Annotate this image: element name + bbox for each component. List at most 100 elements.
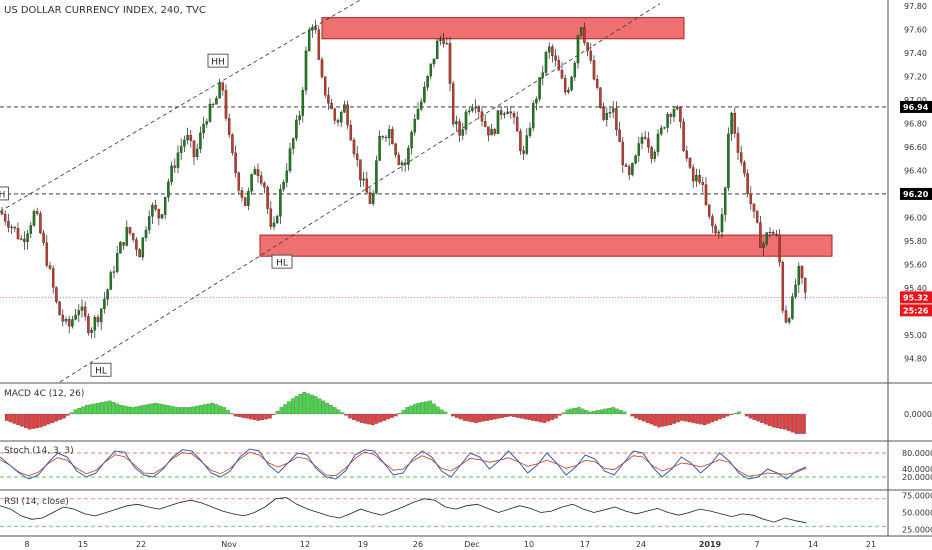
macd-bar-positive <box>115 403 120 415</box>
candle-bearish <box>3 213 7 222</box>
price-tick-label: 96.80 <box>904 119 927 128</box>
macd-bar-positive <box>203 404 207 415</box>
macd-bar-positive <box>340 412 345 415</box>
candle-bearish <box>583 27 586 43</box>
macd-bar-positive <box>81 406 85 415</box>
candle-bearish <box>643 136 647 139</box>
macd-bar-positive <box>420 402 425 415</box>
candle-bullish <box>77 310 81 316</box>
macd-bar-positive <box>199 405 204 415</box>
macd-bar-positive <box>432 403 436 415</box>
time-tick-label: 2019 <box>699 540 722 549</box>
macd-bar-positive <box>207 403 211 415</box>
macd-bar-negative <box>393 413 398 417</box>
candle-bullish <box>787 318 791 323</box>
candle-bearish <box>679 106 682 122</box>
candle-bullish <box>794 284 797 297</box>
price-zones <box>259 17 833 257</box>
rsi-line <box>0 497 807 524</box>
stoch-tick-label: 40.0000 <box>902 465 932 474</box>
macd-bar-positive <box>424 401 429 415</box>
macd-bar-positive <box>310 394 314 415</box>
candle-bullish <box>474 107 477 109</box>
candle-bearish <box>173 165 177 168</box>
candle-bearish <box>48 265 52 269</box>
candle-bearish <box>618 129 621 143</box>
price-tick-label: 96.40 <box>904 166 927 175</box>
macd-bar-negative <box>451 413 455 417</box>
candle-bullish <box>461 129 465 136</box>
candle-bullish <box>525 135 529 154</box>
macd-bar-positive <box>561 412 566 415</box>
candle-bullish <box>99 308 103 323</box>
time-tick-label: 19 <box>358 540 368 549</box>
macd-bar-negative <box>493 413 497 420</box>
candle-bearish <box>685 150 689 159</box>
macd-bar-positive <box>153 402 158 415</box>
macd-bar-positive <box>96 402 101 415</box>
candle-bullish <box>307 30 311 52</box>
price-tick-label: 95.00 <box>904 331 927 340</box>
candle-bearish <box>51 268 55 288</box>
pivot-label-box <box>207 53 229 68</box>
macd-bar-positive <box>73 409 78 415</box>
macd-bar-negative <box>31 413 36 429</box>
candle-bearish <box>336 120 340 123</box>
candle-bearish <box>256 169 260 176</box>
candle-bullish <box>339 112 343 123</box>
macd-bar-negative <box>744 413 749 417</box>
macd-bar-negative <box>386 413 390 420</box>
resistance-support-zone <box>321 17 685 40</box>
macd-bar-negative <box>344 413 348 416</box>
candle-bullish <box>535 98 538 104</box>
price-level-tag-text: 96.94 <box>903 103 929 112</box>
candle-bearish <box>688 157 692 168</box>
candle-bullish <box>541 72 545 78</box>
candle-bearish <box>266 187 269 209</box>
candle-bearish <box>746 173 749 195</box>
candle-bearish <box>237 172 241 191</box>
candle-bullish <box>74 314 77 320</box>
candle-bearish <box>157 209 161 219</box>
candle-bullish <box>765 232 769 244</box>
candle-bearish <box>189 135 193 141</box>
macd-bar-negative <box>508 413 513 417</box>
candle-bullish <box>253 169 257 175</box>
macd-bar-negative <box>794 413 799 434</box>
candle-bearish <box>698 175 701 183</box>
candle-bearish <box>592 60 596 80</box>
macd-bar-negative <box>630 413 635 417</box>
candle-bullish <box>147 216 151 231</box>
macd-bar-negative <box>702 413 707 426</box>
macd-bar-negative <box>710 413 715 423</box>
candle-bullish <box>90 330 93 333</box>
macd-bar-positive <box>596 410 600 415</box>
candle-bullish <box>215 98 218 105</box>
candle-bearish <box>397 154 401 165</box>
chart-title: US DOLLAR CURRENCY INDEX, 240, TVC <box>4 5 206 16</box>
macd-bar-positive <box>104 401 108 415</box>
candle-bullish <box>455 121 458 125</box>
candle-bearish <box>442 39 445 44</box>
macd-bar-positive <box>298 394 303 415</box>
macd-bar-negative <box>695 413 699 424</box>
candle-bearish <box>512 112 516 118</box>
candle-bullish <box>26 233 29 243</box>
macd-bar-positive <box>294 396 299 415</box>
candle-bullish <box>167 181 170 198</box>
macd-bar-positive <box>130 407 135 415</box>
stoch-d-line <box>0 451 807 477</box>
time-tick-label: 17 <box>580 540 590 549</box>
candle-bullish <box>490 129 493 136</box>
candle-bearish <box>240 190 244 198</box>
candle-bearish <box>45 242 49 266</box>
macd-bar-negative <box>523 413 528 420</box>
candle-bullish <box>730 112 733 135</box>
macd-bar-negative <box>256 413 261 421</box>
macd-bar-negative <box>714 413 718 421</box>
candle-bullish <box>762 243 765 248</box>
macd-bar-positive <box>577 407 581 415</box>
macd-bar-negative <box>54 413 59 422</box>
